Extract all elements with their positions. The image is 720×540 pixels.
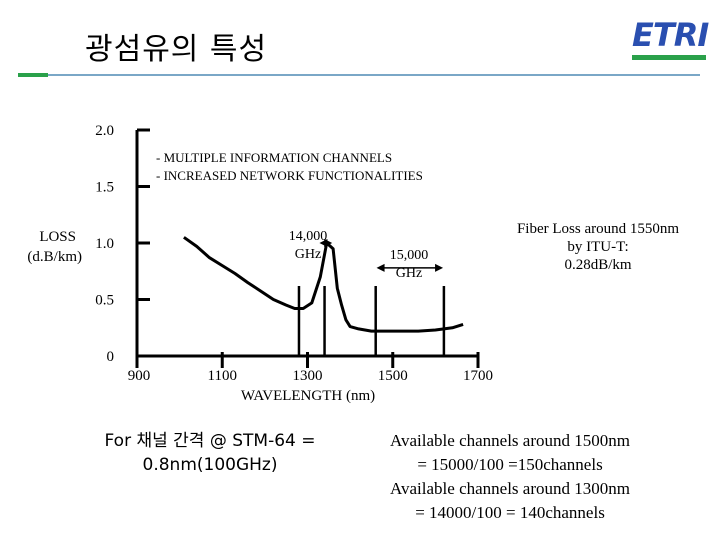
annotation-14000-unit: GHz — [295, 247, 321, 262]
arrow-head-right — [435, 263, 444, 272]
note-line: 0.28dB/km — [564, 257, 632, 273]
title-rule — [18, 74, 700, 76]
note-line: For 채널 간격 @ STM-64 = — [104, 431, 316, 451]
etri-logo-bar — [632, 55, 706, 60]
y-tick-label: 1.0 — [95, 236, 114, 252]
note-line: Available channels around 1300nm — [390, 479, 630, 498]
title-rule-accent — [18, 73, 48, 77]
y-axis-label-unit: (d.B/km) — [27, 249, 82, 265]
fiber-loss-note: Fiber Loss around 1550nm by ITU-T: 0.28d… — [488, 220, 708, 274]
annotation-functionalities: - INCREASED NETWORK FUNCTIONALITIES — [156, 168, 423, 183]
y-tick-label: 0.5 — [95, 293, 114, 309]
note-line: = 14000/100 = 140channels — [415, 503, 605, 522]
note-line: by ITU-T: — [567, 239, 629, 255]
etri-logo: ETRI — [632, 16, 709, 54]
x-tick-label: 1500 — [378, 368, 408, 384]
y-axis-label: LOSS — [39, 229, 76, 245]
annotation-14000: 14,000 — [289, 229, 328, 244]
y-tick-label: 1.5 — [95, 180, 114, 196]
x-tick-label: 1700 — [463, 368, 493, 384]
x-tick-label: 900 — [128, 368, 151, 384]
etri-logo-text: ETRI — [632, 16, 709, 54]
x-ticks: 900 1100 1300 1500 1700 — [128, 352, 493, 384]
y-tick-label: 0 — [107, 349, 115, 365]
y-ticks: 0 0.5 1.0 1.5 2.0 — [95, 123, 150, 365]
y-tick-label: 2.0 — [95, 123, 114, 139]
annotation-15000: 15,000 — [390, 248, 429, 263]
window-15000-arrow — [376, 263, 444, 272]
x-axis-label: WAVELENGTH (nm) — [241, 388, 375, 404]
series-group — [183, 236, 464, 333]
slide-title: 광섬유의 특성 — [85, 32, 268, 67]
x-tick-label: 1100 — [208, 368, 237, 384]
loss-curve — [183, 236, 464, 333]
chart-labels: LOSS (d.B/km) WAVELENGTH (nm) - MULTIPLE IN… — [27, 150, 428, 404]
arrow-head-left — [376, 263, 385, 272]
annotation-channels: - MULTIPLE INFORMATION CHANNELS — [156, 150, 392, 165]
note-line: = 15000/100 =150channels — [417, 455, 603, 474]
note-line: Fiber Loss around 1550nm — [516, 221, 680, 237]
x-tick-label: 1300 — [293, 368, 323, 384]
available-channels-note: Available channels around 1500nm = 15000… — [360, 429, 660, 525]
note-line: Available channels around 1500nm — [390, 431, 630, 450]
note-line: 0.8nm(100GHz) — [142, 455, 278, 475]
annotation-15000-unit: GHz — [396, 266, 422, 281]
channel-spacing-note: For 채널 간격 @ STM-64 = 0.8nm(100GHz) — [60, 429, 360, 477]
